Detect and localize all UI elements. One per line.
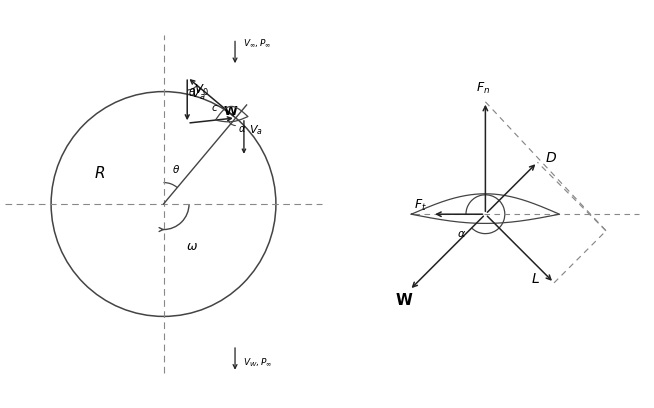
Text: $V_W,P_\infty$: $V_W,P_\infty$ — [243, 357, 273, 369]
Text: $\theta$: $\theta$ — [171, 163, 180, 175]
Text: $V_a$: $V_a$ — [249, 123, 263, 137]
Text: $F_n$: $F_n$ — [476, 81, 490, 96]
Text: $F_t$: $F_t$ — [414, 198, 427, 213]
Text: D: D — [545, 151, 556, 165]
Text: W: W — [224, 105, 237, 118]
Text: $V_a$: $V_a$ — [192, 87, 206, 102]
Text: $\alpha$: $\alpha$ — [456, 229, 466, 239]
Text: L: L — [532, 272, 540, 286]
Text: $\theta$: $\theta$ — [188, 86, 196, 98]
Text: W: W — [396, 293, 413, 308]
Text: $V_0$: $V_0$ — [194, 82, 209, 98]
Text: $c$: $c$ — [211, 103, 218, 113]
Text: $\omega$: $\omega$ — [186, 240, 198, 253]
Text: $V_\infty,P_\infty$: $V_\infty,P_\infty$ — [243, 37, 271, 49]
Text: R: R — [95, 166, 105, 181]
Text: $\alpha$: $\alpha$ — [238, 124, 246, 134]
